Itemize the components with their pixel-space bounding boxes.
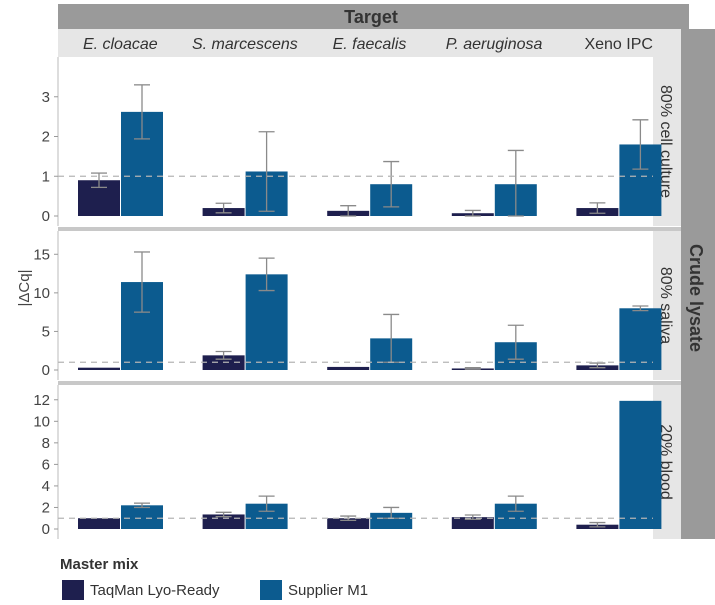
legend-item-taqman: TaqMan Lyo-Ready <box>62 580 220 600</box>
category-strip <box>58 29 681 57</box>
bar <box>451 517 494 529</box>
category-label: P. aeruginosa <box>446 36 543 53</box>
bar <box>78 367 120 370</box>
y-tick-label: 0 <box>42 362 50 379</box>
target-header: Target <box>344 7 398 27</box>
crude-lysate-strip <box>681 29 715 539</box>
legend-swatch-supplier <box>260 580 282 600</box>
bar <box>78 518 120 529</box>
y-tick-label: 12 <box>33 392 50 409</box>
y-tick-label: 5 <box>42 323 50 340</box>
y-tick-label: 6 <box>42 456 50 473</box>
y-tick-label: 4 <box>42 478 50 495</box>
bar <box>619 308 662 370</box>
legend-item-supplier: Supplier M1 <box>260 580 368 600</box>
legend-label-taqman: TaqMan Lyo-Ready <box>90 581 220 599</box>
bar <box>327 366 370 370</box>
y-tick-label: 0 <box>42 521 50 538</box>
plot-area: E. cloacae S. marcescens E. faecalis P. aer… <box>33 29 681 539</box>
category-label: S. marcescens <box>192 36 298 53</box>
crude-lysate-label: Crude lysate <box>686 244 706 352</box>
y-tick-label: 15 <box>33 246 50 263</box>
y-tick-label: 10 <box>33 413 50 430</box>
legend-title: Master mix <box>60 556 139 573</box>
category-label: E. cloacae <box>83 36 158 53</box>
y-axis-label: |ΔCq| <box>16 270 33 307</box>
bar <box>370 512 413 529</box>
legend-swatch-taqman <box>62 580 84 600</box>
bar <box>327 518 370 529</box>
y-tick-label: 0 <box>42 208 50 225</box>
y-tick-label: 8 <box>42 435 50 452</box>
y-tick-label: 10 <box>33 285 50 302</box>
y-tick-label: 3 <box>42 89 50 106</box>
y-tick-label: 2 <box>42 129 50 146</box>
category-label: Xeno IPC <box>584 36 652 53</box>
category-label: E. faecalis <box>333 36 407 53</box>
y-tick-label: 2 <box>42 499 50 516</box>
faceted-bar-chart: Target Crude lysate |ΔCq| E. cloacae S. m… <box>16 4 715 539</box>
target-header-strip <box>58 4 689 29</box>
bar <box>619 400 662 529</box>
bar <box>121 505 163 529</box>
y-tick-label: 1 <box>42 168 50 185</box>
legend-label-supplier: Supplier M1 <box>288 581 369 599</box>
